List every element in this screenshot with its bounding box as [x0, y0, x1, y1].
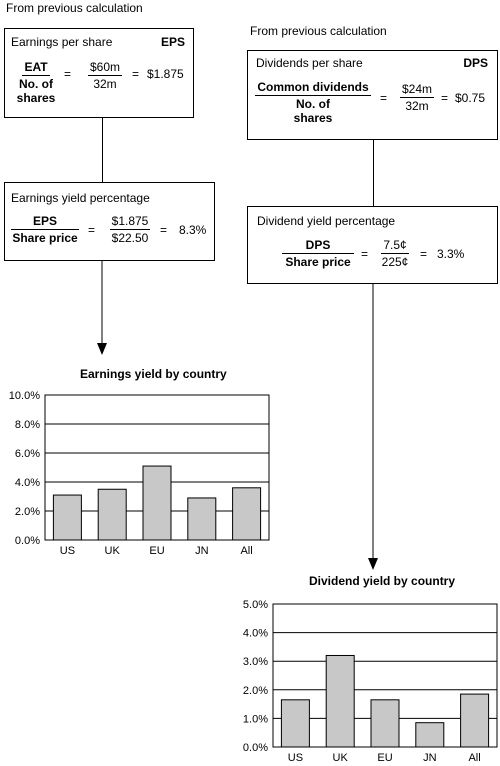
x-tick-label: JN — [423, 752, 437, 764]
eps-value-numerator: $60m — [88, 60, 122, 76]
x-tick-label: US — [288, 752, 303, 764]
x-tick-label: All — [240, 545, 252, 557]
bar-all — [461, 694, 489, 747]
dividend-yield-value-denominator: 225¢ — [382, 254, 409, 269]
earnings-yield-fraction: EPS Share price — [11, 214, 79, 245]
dps-formula-fraction: Common dividends No. of shares — [254, 80, 372, 125]
dividend-arrow — [367, 284, 381, 571]
earnings-chart-title: Earnings yield by country — [80, 367, 227, 381]
earnings-yield-title: Earnings yield percentage — [11, 191, 150, 205]
x-tick-label: EU — [149, 545, 164, 557]
dps-value-numerator: $24m — [400, 82, 434, 98]
earnings-yield-chart: 0.0% 2.0% 4.0% 6.0% 8.0% 10.0% US UK EU JN All — [0, 385, 280, 560]
dps-box: Dividends per share DPS Common dividends… — [247, 50, 498, 140]
dps-equals-1: = — [380, 91, 387, 105]
bar-eu — [371, 700, 399, 747]
dps-value-fraction: $24m 32m — [397, 82, 437, 113]
eps-value-denominator: 32m — [93, 76, 116, 91]
y-tick-label: 0.0% — [243, 742, 268, 754]
bar-eu — [143, 466, 171, 540]
earnings-yield-value-numerator: $1.875 — [110, 214, 151, 230]
earnings-yield-equals-1: = — [88, 223, 95, 237]
x-tick-label: EU — [377, 752, 392, 764]
dps-box-title: Dividends per share — [256, 56, 363, 70]
bar-uk — [326, 655, 354, 747]
dps-denominator: No. of shares — [288, 96, 338, 125]
dividend-yield-fraction: DPS Share price — [282, 238, 354, 269]
earnings-yield-value-fraction: $1.875 $22.50 — [105, 214, 155, 245]
earnings-yield-denominator: Share price — [12, 230, 77, 245]
y-tick-label: 4.0% — [243, 628, 268, 640]
eps-result: $1.875 — [147, 67, 184, 81]
y-tick-label: 2.0% — [15, 506, 40, 518]
eps-connector-line — [102, 118, 103, 182]
bar-uk — [98, 489, 126, 540]
left-source-note: From previous calculation — [6, 1, 143, 15]
dividend-yield-title: Dividend yield percentage — [257, 214, 395, 228]
eps-box: Earnings per share EPS EAT No. of shares… — [4, 28, 194, 118]
bar-all — [233, 488, 261, 540]
earnings-yield-value-denominator: $22.50 — [112, 230, 149, 245]
dividend-yield-equals-2: = — [420, 247, 427, 261]
y-tick-label: 8.0% — [15, 419, 40, 431]
dps-result: $0.75 — [455, 91, 485, 105]
y-tick-label: 5.0% — [243, 599, 268, 611]
y-tick-label: 0.0% — [15, 535, 40, 547]
eps-equals-1: = — [64, 67, 71, 81]
eps-denominator: No. of shares — [13, 76, 59, 105]
eps-formula-fraction: EAT No. of shares — [11, 60, 61, 105]
dividend-chart-title: Dividend yield by country — [309, 574, 455, 588]
dividend-yield-value-fraction: 7.5¢ 225¢ — [377, 238, 413, 269]
earnings-yield-result: 8.3% — [179, 223, 206, 237]
earnings-yield-equals-2: = — [160, 223, 167, 237]
x-tick-label: JN — [195, 545, 209, 557]
y-tick-label: 10.0% — [9, 390, 40, 402]
y-tick-label: 6.0% — [15, 448, 40, 460]
dividend-yield-numerator: DPS — [282, 238, 354, 254]
x-tick-label: US — [60, 545, 75, 557]
earnings-yield-box: Earnings yield percentage EPS Share pric… — [4, 182, 215, 261]
right-source-note: From previous calculation — [250, 24, 387, 38]
dps-numerator: Common dividends — [255, 80, 370, 96]
earnings-arrow — [96, 261, 110, 356]
y-tick-label: 4.0% — [15, 477, 40, 489]
x-tick-label: UK — [333, 752, 349, 764]
dividend-yield-result: 3.3% — [437, 247, 464, 261]
y-tick-label: 3.0% — [243, 656, 268, 668]
eps-box-title: Earnings per share — [11, 35, 112, 49]
dividend-yield-equals-1: = — [361, 247, 368, 261]
x-tick-label: All — [468, 752, 480, 764]
eps-equals-2: = — [132, 67, 139, 81]
y-tick-label: 2.0% — [243, 685, 268, 697]
eps-numerator: EAT — [22, 60, 49, 76]
dividend-yield-value-numerator: 7.5¢ — [381, 238, 408, 254]
y-tick-label: 1.0% — [243, 713, 268, 725]
bar-jn — [188, 498, 216, 540]
dps-tag: DPS — [463, 56, 488, 70]
dividend-yield-box: Dividend yield percentage DPS Share pric… — [247, 206, 498, 284]
dps-value-denominator: 32m — [405, 98, 428, 113]
eps-value-fraction: $60m 32m — [83, 60, 127, 91]
bar-us — [281, 700, 309, 747]
dps-connector-line — [373, 140, 374, 206]
dps-equals-2: = — [441, 91, 448, 105]
eps-tag: EPS — [161, 35, 185, 49]
dividend-yield-chart: 0.0% 1.0% 2.0% 3.0% 4.0% 5.0% US UK EU JN All — [228, 595, 500, 766]
dividend-yield-denominator: Share price — [285, 254, 350, 269]
bar-us — [53, 495, 81, 540]
earnings-yield-numerator: EPS — [11, 214, 79, 230]
bar-jn — [416, 723, 444, 747]
x-tick-label: UK — [105, 545, 121, 557]
